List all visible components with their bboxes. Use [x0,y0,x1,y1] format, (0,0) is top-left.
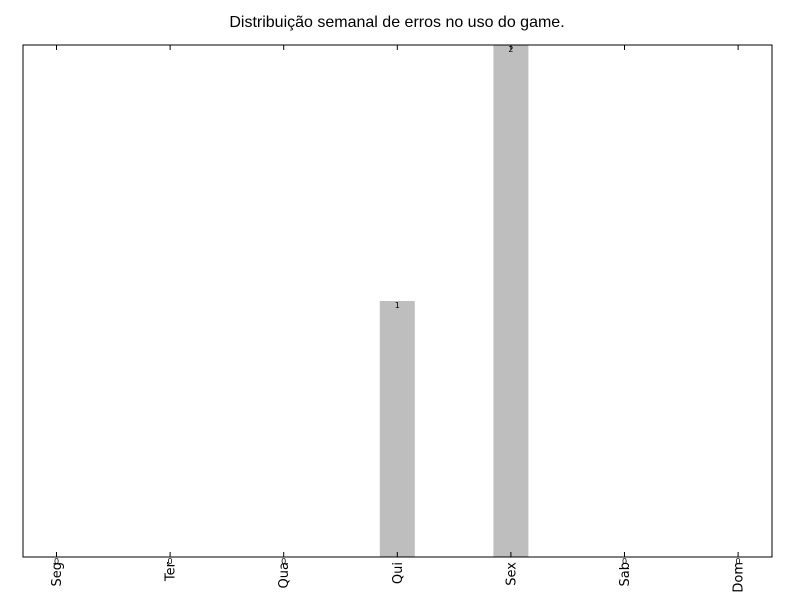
x-tick-label-qua: Qua [277,562,292,588]
bar-sex [493,45,529,557]
x-tick-label-seg: Seg [50,562,65,587]
bar-qui [379,301,415,557]
x-tick-label-ter: Ter [164,561,179,582]
ticks-layer [56,45,739,557]
data-label-seg: 0 [54,557,59,566]
x-tick-label-dom: Dom [732,562,747,593]
chart-title: Distribuição semanal de erros no uso do … [229,14,564,31]
x-tick-label-sab: Sab [618,562,633,586]
data-label-sex: 2 [508,45,513,54]
x-tick-label-sex: Sex [504,562,519,586]
data-label-qua: 0 [281,557,286,566]
data-label-sab: 0 [622,557,627,566]
data-label-qui: 1 [395,301,400,310]
bars-layer [379,45,529,557]
x-tick-label-qui: Qui [391,562,406,584]
data-label-dom: 0 [736,557,741,566]
data-label-ter: 0 [168,557,173,566]
